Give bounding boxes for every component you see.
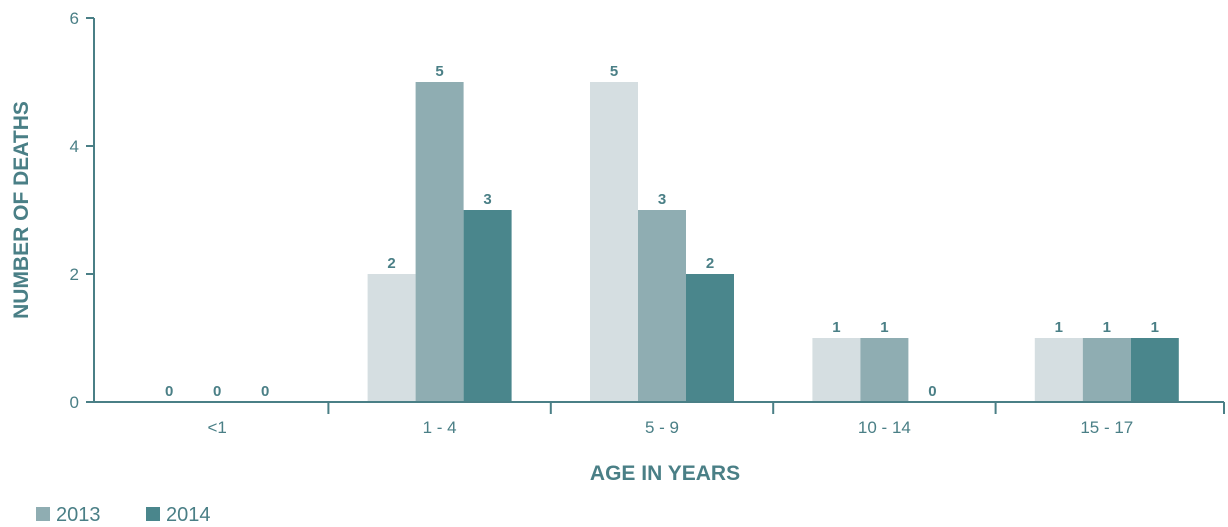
bar-2-1 — [415, 82, 464, 402]
y-tick-label-6: 6 — [70, 9, 79, 28]
data-label-2-3: 1 — [880, 319, 888, 336]
y-tick-label-2: 2 — [70, 265, 79, 284]
y-tick-label-4: 4 — [70, 137, 79, 156]
bar-1-3 — [812, 338, 861, 402]
legend: 2013 2014 — [36, 504, 211, 526]
data-label-1-3: 1 — [832, 319, 840, 336]
data-labels-layer: 0 0 0 2 5 3 5 3 2 1 1 0 1 1 1 — [165, 63, 1159, 400]
data-label-3-1: 3 — [483, 191, 491, 208]
bar-1-1 — [367, 274, 416, 402]
bar-2-2 — [638, 210, 686, 402]
bar-2-3 — [860, 338, 909, 402]
bar-1-2 — [590, 82, 638, 402]
data-label-1-0: 0 — [165, 383, 173, 400]
bars-layer — [367, 82, 1179, 402]
data-label-3-0: 0 — [261, 383, 269, 400]
y-tick-label-0: 0 — [70, 393, 79, 412]
y-axis-title: NUMBER OF DEATHS — [10, 101, 33, 319]
bar-1-4 — [1034, 338, 1083, 402]
data-label-2-1: 5 — [435, 63, 443, 80]
legend-label-2014: 2014 — [166, 504, 211, 526]
bar-2-4 — [1082, 338, 1131, 402]
legend-swatch-2014 — [146, 507, 160, 521]
data-label-1-4: 1 — [1055, 319, 1063, 336]
data-label-2-0: 0 — [213, 383, 221, 400]
data-label-1-1: 2 — [387, 255, 395, 272]
bar-3-4 — [1130, 338, 1179, 402]
x-tick-label-0: <1 — [208, 418, 227, 437]
legend-label-2013: 2013 — [56, 504, 101, 526]
x-tick-label-3: 10 - 14 — [858, 418, 911, 437]
data-label-3-4: 1 — [1151, 319, 1159, 336]
data-label-1-2: 5 — [610, 63, 618, 80]
data-label-2-2: 3 — [658, 191, 666, 208]
x-axis-title: AGE IN YEARS — [590, 462, 740, 485]
data-label-3-2: 2 — [706, 255, 714, 272]
bar-3-2 — [686, 274, 734, 402]
bar-3-1 — [463, 210, 512, 402]
data-label-3-3: 0 — [928, 383, 936, 400]
x-ticks-layer: <1 1 - 4 5 - 9 10 - 14 15 - 17 — [208, 402, 1225, 437]
x-tick-label-4: 15 - 17 — [1080, 418, 1133, 437]
x-tick-label-2: 5 - 9 — [645, 418, 679, 437]
legend-swatch-2013 — [36, 507, 50, 521]
y-ticks-layer: 0 2 4 6 — [70, 9, 94, 412]
x-tick-label-1: 1 - 4 — [423, 418, 457, 437]
data-label-2-4: 1 — [1103, 319, 1111, 336]
